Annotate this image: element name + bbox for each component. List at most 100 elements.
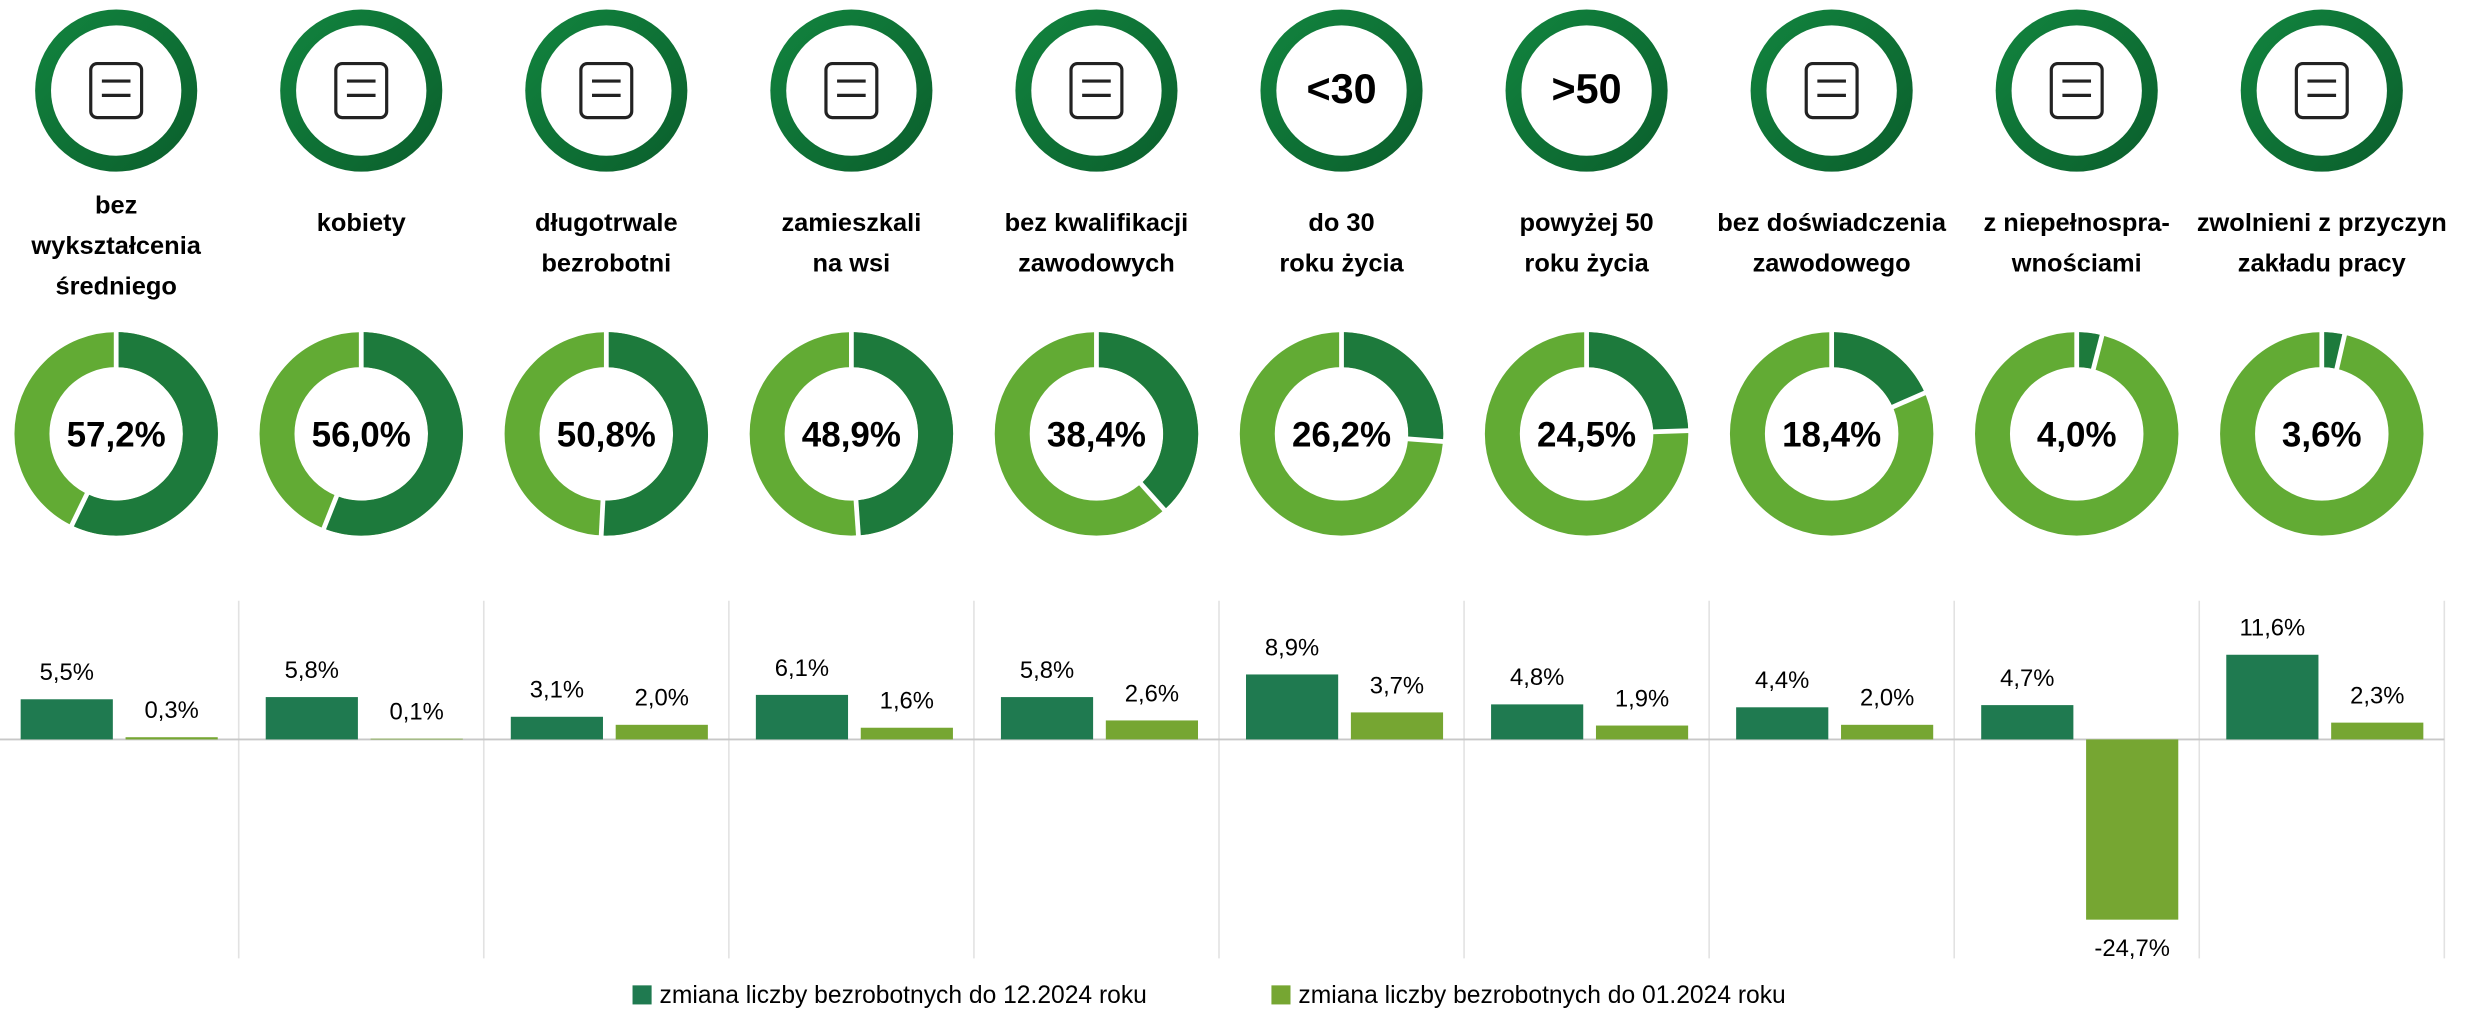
icon-glyph <box>579 61 634 120</box>
legend-label: zmiana liczby bezrobotnych do 12.2024 ro… <box>660 982 1147 1009</box>
category-label: wnościami <box>2011 249 2142 277</box>
category-label: długotrwale <box>535 209 678 237</box>
donut-label: 26,2% <box>1292 415 1391 454</box>
category-label: bez kwalifikacji <box>1005 209 1189 237</box>
bar-value-label: 3,1% <box>530 677 584 704</box>
donut-label: 50,8% <box>557 415 656 454</box>
bar-value-label: 2,0% <box>1860 685 1914 712</box>
icon-glyph <box>2294 61 2349 120</box>
bar <box>1595 725 1689 740</box>
donut-segment <box>323 332 463 536</box>
category-label: wykształcenia <box>30 232 201 260</box>
icon-face <box>1521 25 1652 156</box>
donut-separator <box>2090 333 2105 372</box>
bar <box>370 738 463 740</box>
icon-face <box>786 25 917 156</box>
legend-swatch <box>1271 985 1291 1005</box>
icon-text: >50 <box>1552 66 1622 112</box>
bar-value-label: 11,6% <box>2239 615 2305 642</box>
icon-face <box>541 25 672 156</box>
bar-value-label: 2,6% <box>1125 680 1179 707</box>
donut-segment <box>1831 332 1925 407</box>
bar-value-label: 1,9% <box>1615 685 1669 712</box>
category-label: roku życia <box>1524 249 1649 277</box>
icon-glyph <box>824 61 879 120</box>
bar <box>1000 697 1094 740</box>
category-label: bez <box>95 191 137 219</box>
bar-value-label: -24,7% <box>2094 935 2170 962</box>
donut-label: 18,4% <box>1782 415 1881 454</box>
bar-value-label: 0,1% <box>390 699 444 726</box>
donut-separator <box>1890 390 1928 410</box>
donut-segment <box>71 332 218 536</box>
donut-label: 3,6% <box>2282 415 2362 454</box>
donut-label: 56,0% <box>312 415 411 454</box>
icon-face <box>296 25 427 156</box>
donut-separator <box>598 498 606 538</box>
bar <box>1736 707 1829 740</box>
bar-value-label: 5,8% <box>1020 657 1074 684</box>
legend-swatch <box>632 985 652 1005</box>
icon-face <box>2011 25 2142 156</box>
bar <box>125 737 218 740</box>
donut-separator <box>853 498 861 538</box>
donut-separator <box>1138 480 1168 513</box>
bar <box>2226 654 2319 740</box>
bar-value-label: 0,3% <box>144 697 198 724</box>
donut-separator <box>1651 428 1690 435</box>
icon-text: <30 <box>1306 66 1376 112</box>
donut-segment <box>851 332 954 536</box>
bar-value-label: 2,0% <box>635 685 689 712</box>
bar <box>860 727 953 740</box>
bar-value-label: 1,6% <box>880 688 934 715</box>
category-label: zwolnieni z przyczyn <box>2197 209 2447 237</box>
donut-separator <box>320 493 340 531</box>
bar <box>2331 722 2424 740</box>
icon-face <box>51 25 182 156</box>
bar <box>1981 705 2074 740</box>
icon-face <box>1031 25 1162 156</box>
category-label: powyżej 50 <box>1520 209 1654 237</box>
donut-label: 57,2% <box>67 415 166 454</box>
category-label: do 30 <box>1308 209 1374 237</box>
category-label: zawodowych <box>1018 249 1175 277</box>
bar <box>510 716 603 740</box>
icon-glyph <box>334 61 389 120</box>
bar <box>1105 720 1199 740</box>
donut-separator <box>2334 332 2348 371</box>
category-label: roku życia <box>1279 249 1404 277</box>
bar-value-label: 4,4% <box>1755 667 1809 694</box>
bar-value-label: 4,7% <box>2000 665 2054 692</box>
bar <box>20 699 113 740</box>
donut-label: 38,4% <box>1047 415 1146 454</box>
donut-label: 24,5% <box>1537 415 1636 454</box>
bar <box>1491 704 1584 740</box>
icon-glyph <box>1804 61 1859 120</box>
icon-glyph <box>2049 61 2104 120</box>
category-label: z niepełnospra- <box>1984 209 2170 237</box>
donut-label: 4,0% <box>2037 415 2117 454</box>
category-label: zakładu pracy <box>2238 249 2406 277</box>
icon-glyph <box>89 61 144 120</box>
bar <box>615 724 708 740</box>
donut-segment <box>601 332 709 536</box>
category-label: średniego <box>55 272 176 300</box>
legend-label: zmiana liczby bezrobotnych do 01.2024 ro… <box>1298 982 1785 1009</box>
icon-face <box>1766 25 1897 156</box>
bar-value-label: 5,5% <box>40 659 94 686</box>
donut-label: 48,9% <box>802 415 901 454</box>
bar-value-label: 4,8% <box>1510 664 1564 691</box>
category-label: zawodowego <box>1753 249 1911 277</box>
bar <box>1841 724 1934 740</box>
icon-face <box>2256 25 2387 156</box>
donut-segment <box>1341 332 1444 442</box>
bar <box>1350 712 1444 740</box>
bar <box>265 697 358 740</box>
bar-value-label: 2,3% <box>2350 682 2404 709</box>
bar-value-label: 3,7% <box>1370 672 1424 699</box>
category-label: bez doświadczenia <box>1717 209 1947 237</box>
category-label: na wsi <box>813 249 891 277</box>
icon-face <box>1276 25 1407 156</box>
category-label: bezrobotni <box>541 249 671 277</box>
